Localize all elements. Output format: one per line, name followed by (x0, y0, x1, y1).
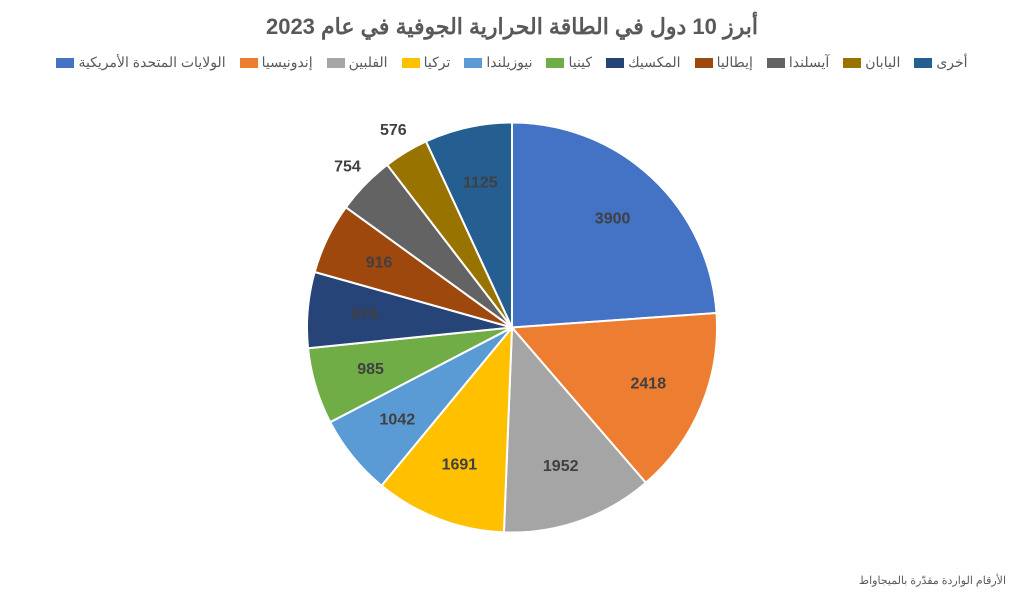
legend-swatch (914, 58, 932, 68)
legend-label: اليابان (865, 54, 900, 71)
legend-swatch (546, 58, 564, 68)
legend-swatch (56, 58, 74, 68)
legend-swatch (327, 58, 345, 68)
legend-label: تركيا (424, 54, 451, 71)
slice-value-label: 3900 (595, 211, 631, 228)
legend-item: الولايات المتحدة الأمريكية (56, 54, 225, 71)
legend-label: كينيا (568, 54, 592, 71)
slice-value-label: 576 (380, 122, 407, 139)
legend-item: نيوزيلندا (464, 54, 532, 71)
legend-item: تركيا (402, 54, 451, 71)
slice-value-label: 985 (357, 361, 384, 378)
legend-swatch (695, 58, 713, 68)
slice-value-label: 1691 (442, 457, 478, 474)
legend-item: أخرى (914, 54, 967, 71)
legend-label: نيوزيلندا (486, 54, 532, 71)
legend-label: إندونيسيا (262, 54, 313, 71)
legend-item: اليابان (843, 54, 900, 71)
slice-value-label: 754 (334, 159, 361, 176)
legend-swatch (240, 58, 258, 68)
legend-swatch (464, 58, 482, 68)
pie-chart: 3900 2418 1952 1691 1042 985 976 916 754 576 1125 (232, 93, 792, 568)
legend-item: المكسيك (606, 54, 681, 71)
legend-swatch (402, 58, 420, 68)
legend-item: آيسلندا (767, 54, 829, 71)
legend-label: الولايات المتحدة الأمريكية (78, 54, 225, 71)
legend-item: الفلبين (327, 54, 388, 71)
slice-value-label: 2418 (631, 375, 667, 392)
legend-label: إيطاليا (717, 54, 753, 71)
legend-item: إندونيسيا (240, 54, 313, 71)
legend-swatch (767, 58, 785, 68)
legend-item: كينيا (546, 54, 592, 71)
slice-value-label: 916 (366, 255, 393, 272)
chart-legend: الولايات المتحدة الأمريكية إندونيسيا الفلب… (0, 54, 1024, 71)
legend-swatch (606, 58, 624, 68)
legend-label: المكسيك (628, 54, 681, 71)
slice-value-label: 1952 (543, 458, 579, 475)
legend-item: إيطاليا (695, 54, 753, 71)
chart-title: أبرز 10 دول في الطاقة الحرارية الجوفية ف… (0, 0, 1024, 40)
chart-footnote: الأرقام الواردة مقدّرة بالميجاواط (859, 574, 1006, 587)
legend-label: أخرى (936, 54, 967, 71)
slice-value-label: 1125 (463, 175, 498, 192)
slice-value-label: 1042 (380, 412, 416, 429)
slice-value-label: 976 (352, 306, 379, 323)
legend-swatch (843, 58, 861, 68)
legend-label: الفلبين (349, 54, 388, 71)
legend-label: آيسلندا (789, 54, 829, 71)
